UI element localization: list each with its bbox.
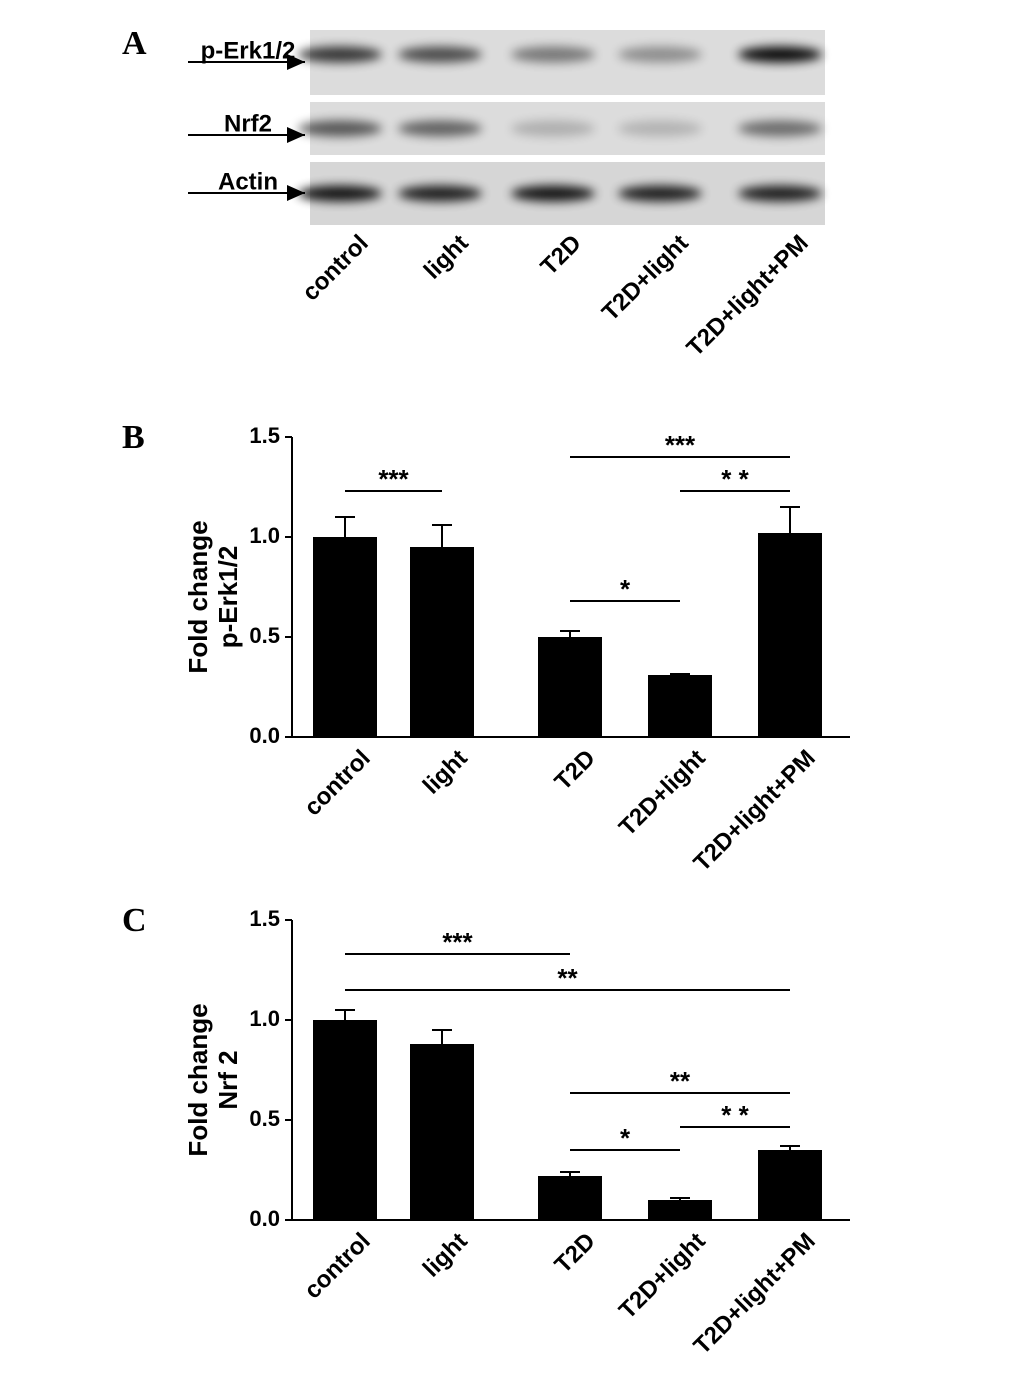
bar [313, 537, 377, 737]
significance-label: * [620, 1123, 631, 1153]
blot-band [618, 185, 702, 202]
y-axis-label-line: Nrf 2 [213, 1050, 243, 1109]
y-axis-label-line: Fold change [183, 520, 213, 673]
significance-label: *** [665, 430, 696, 460]
x-tick-label: light [418, 1228, 473, 1283]
significance-label: ** [670, 1066, 691, 1096]
x-tick-label: T2D+light [614, 745, 711, 842]
panel-label: A [122, 25, 147, 62]
bar [648, 1200, 712, 1220]
blot-band [511, 185, 595, 202]
row-label: p-Erk1/2 [201, 37, 296, 64]
significance-label: ** [557, 963, 578, 993]
y-tick-label: 1.5 [249, 906, 280, 931]
blot-band [298, 120, 382, 137]
bar [758, 1150, 822, 1220]
blot-band [618, 120, 702, 137]
x-tick-label: T2D+light [614, 1228, 711, 1325]
blot-strip [310, 30, 825, 95]
y-tick-label: 1.5 [249, 423, 280, 448]
bar [410, 1044, 474, 1220]
y-axis-label-line: p-Erk1/2 [213, 546, 243, 649]
bar [538, 1176, 602, 1220]
lane-label: T2D+light+PM [681, 230, 813, 362]
y-tick-label: 1.0 [249, 523, 280, 548]
bar [410, 547, 474, 737]
lane-label: T2D [536, 230, 587, 281]
lane-label: light [419, 230, 474, 285]
y-tick-label: 0.0 [249, 1206, 280, 1231]
blot-band [738, 120, 822, 137]
lane-label: T2D+light [597, 230, 694, 327]
significance-label: *** [378, 464, 409, 494]
row-label: Actin [218, 168, 278, 195]
x-tick-label: T2D [550, 745, 601, 796]
y-axis-label-line: Fold change [183, 1003, 213, 1156]
blot-band [738, 185, 822, 202]
y-tick-label: 1.0 [249, 1006, 280, 1031]
y-axis-label: Fold changeNrf 2 [183, 1003, 243, 1156]
bar [758, 533, 822, 737]
y-tick-label: 0.5 [249, 1106, 280, 1131]
x-tick-label: control [299, 1228, 376, 1305]
lane-label: control [297, 230, 374, 307]
x-tick-label: T2D [550, 1228, 601, 1279]
panel-label: C [122, 902, 147, 939]
significance-label: * * [721, 1100, 749, 1130]
blot-band [618, 46, 702, 63]
significance-label: * [620, 574, 631, 604]
x-tick-label: control [299, 745, 376, 822]
significance-label: * * [721, 464, 749, 494]
blot-band [511, 120, 595, 137]
y-tick-label: 0.0 [249, 723, 280, 748]
blot-band [398, 185, 482, 202]
blot-band [738, 46, 822, 63]
bar [313, 1020, 377, 1220]
blot-band [511, 46, 595, 63]
blot-band [398, 46, 482, 63]
panel-label: B [122, 419, 145, 456]
row-label: Nrf2 [224, 110, 272, 137]
y-axis-label: Fold changep-Erk1/2 [183, 520, 243, 673]
bar [648, 675, 712, 737]
x-tick-label: light [418, 745, 473, 800]
significance-label: *** [442, 927, 473, 957]
blot-band [298, 185, 382, 202]
y-tick-label: 0.5 [249, 623, 280, 648]
blot-band [398, 120, 482, 137]
bar [538, 637, 602, 737]
blot-band [298, 46, 382, 63]
